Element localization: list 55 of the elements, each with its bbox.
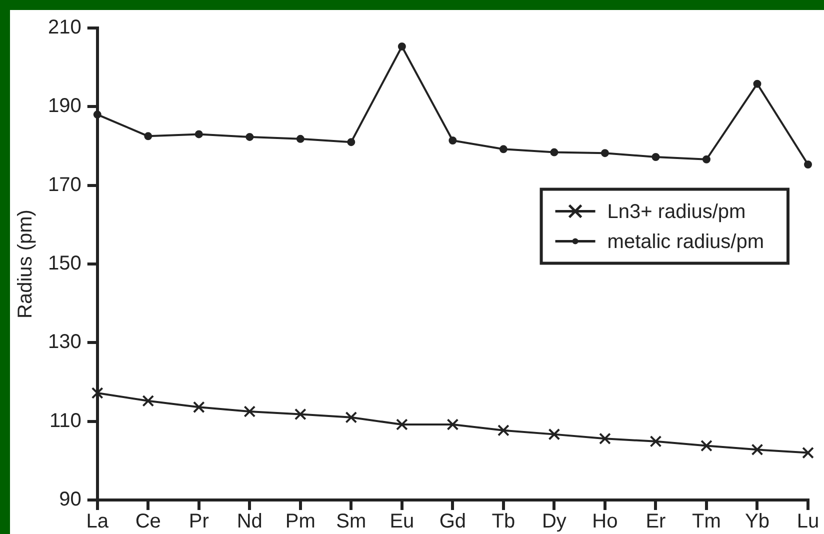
point — [294, 408, 306, 420]
y-tick-label: 170 — [48, 174, 82, 196]
point — [398, 42, 406, 50]
point — [192, 401, 205, 414]
point — [599, 432, 611, 445]
x-tick-label: Er — [646, 510, 666, 533]
point — [194, 130, 203, 138]
point — [802, 446, 814, 459]
point — [804, 160, 812, 168]
x-tick-label: Tb — [492, 510, 516, 533]
point — [751, 444, 764, 456]
point — [652, 153, 660, 162]
point — [142, 394, 154, 407]
x-tick-label: Pm — [285, 510, 316, 533]
point — [91, 387, 104, 399]
x-tick-label: Dy — [542, 510, 566, 533]
y-tick-label: 150 — [48, 252, 82, 275]
point — [700, 440, 712, 452]
point — [600, 149, 609, 158]
point — [550, 148, 558, 156]
legend-label: Ln3+ radius/pm — [607, 200, 746, 223]
y-tick-label: 190 — [48, 95, 82, 118]
x-tick-label: Sm — [336, 510, 366, 533]
x-tick-label: Eu — [390, 510, 414, 533]
point — [702, 155, 710, 164]
point — [650, 435, 662, 448]
y-tick-label: 110 — [49, 410, 82, 432]
x-tick-label: La — [86, 510, 110, 533]
point — [753, 80, 762, 88]
point — [93, 110, 102, 119]
y-tick-label: 130 — [48, 331, 82, 354]
point — [448, 136, 457, 144]
point — [396, 418, 408, 430]
x-tick-label: Nd — [236, 510, 262, 533]
legend-label: metalic radius/pm — [607, 230, 764, 253]
x-tick-label: Tm — [692, 510, 721, 533]
y-tick-label: 90 — [59, 488, 82, 511]
point — [347, 138, 356, 146]
x-tick-label: Ce — [135, 510, 161, 533]
point — [446, 418, 459, 430]
point — [548, 428, 560, 440]
point — [296, 134, 304, 143]
point — [144, 132, 152, 140]
y-axis-title: Radius (pm) — [14, 210, 37, 318]
x-tick-label: Ho — [592, 510, 618, 533]
y-tick-label: 210 — [48, 16, 82, 39]
point — [244, 406, 256, 418]
x-tick-label: Pr — [188, 510, 210, 533]
point — [345, 411, 358, 424]
x-tick-label: Gd — [439, 510, 466, 533]
point — [499, 145, 508, 154]
point — [497, 424, 510, 436]
x-tick-label: Yb — [745, 510, 770, 533]
point — [246, 132, 254, 141]
x-tick-label: Lu — [796, 510, 820, 533]
